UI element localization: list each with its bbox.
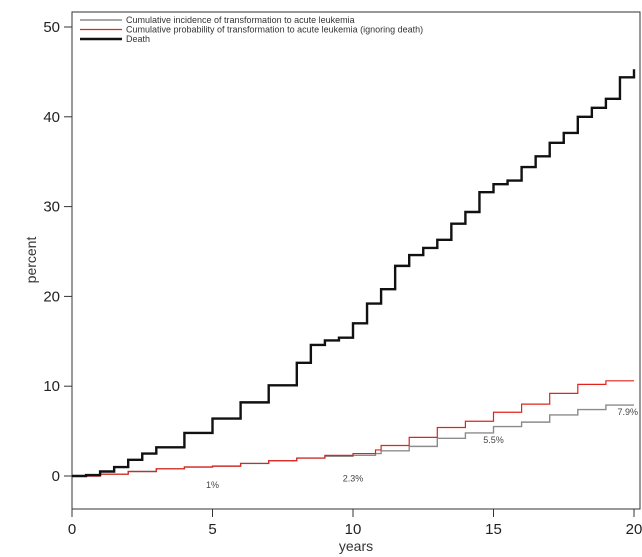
plot-frame (71, 11, 641, 510)
x-tick-label: 20 (626, 521, 642, 538)
legend-label-2: Cumulative probability of transformation… (126, 25, 423, 35)
series-line-1 (72, 404, 634, 477)
series-layer (72, 69, 636, 478)
legend-label-1: Cumulative incidence of transformation t… (126, 15, 355, 25)
x-tick-label: 0 (68, 521, 76, 538)
x-tick-label: 10 (345, 521, 362, 538)
y-tick-label: 40 (43, 109, 60, 126)
series-line-3 (72, 69, 636, 478)
x-tick-label: 15 (485, 521, 502, 538)
annotation-1: 1% (206, 480, 219, 490)
y-tick-label: 10 (43, 378, 60, 395)
series-line-2 (72, 380, 634, 477)
y-tick-label: 30 (43, 199, 60, 216)
axis-layer: 0 5 10 15 20 0 10 20 30 40 50 (43, 19, 642, 538)
y-tick-label: 0 (52, 468, 60, 485)
annotation-4: 7.9% (617, 407, 638, 417)
y-axis-label: percent (23, 237, 39, 284)
annotations: 1% 2.3% 5.5% 7.9% (206, 407, 638, 490)
annotation-3: 5.5% (483, 435, 504, 445)
x-axis-label: years (339, 538, 373, 554)
y-tick-label: 50 (43, 19, 60, 36)
legend-label-3: Death (126, 34, 150, 44)
annotation-2: 2.3% (343, 474, 364, 484)
y-tick-label: 20 (43, 288, 60, 305)
x-tick-label: 5 (208, 521, 216, 538)
legend: Cumulative incidence of transformation t… (80, 15, 423, 44)
